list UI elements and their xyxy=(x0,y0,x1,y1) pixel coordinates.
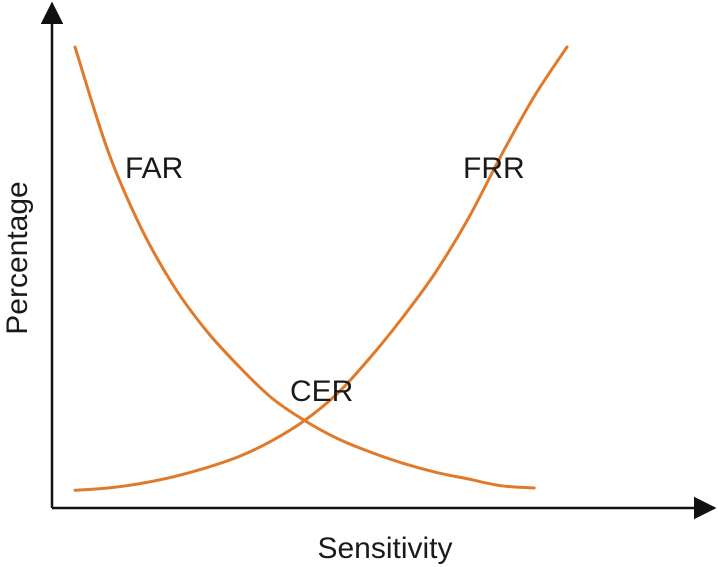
series-line-frr xyxy=(73,45,569,492)
far-label: FAR xyxy=(125,152,183,185)
frr-label: FRR xyxy=(463,152,525,185)
series-line-far xyxy=(73,45,536,490)
series-layer xyxy=(73,45,569,492)
cer-label: CER xyxy=(290,375,353,408)
y-axis-title: Percentage xyxy=(1,181,34,334)
x-axis-title: Sensitivity xyxy=(317,532,452,565)
